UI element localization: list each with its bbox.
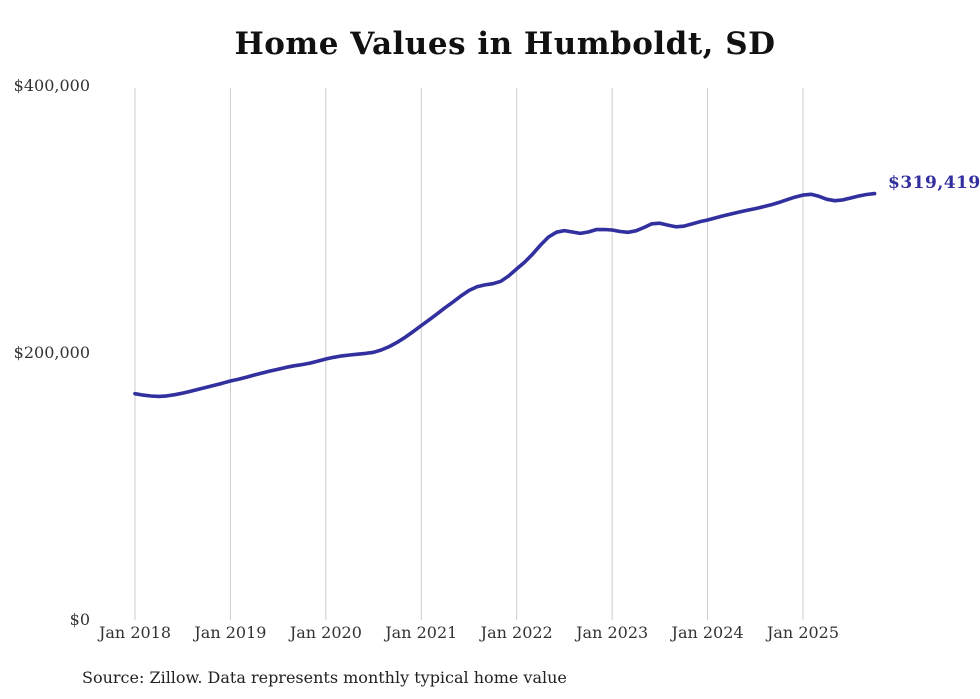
source-note: Source: Zillow. Data represents monthly … <box>82 668 567 687</box>
y-tick-label: $200,000 <box>13 343 90 363</box>
x-tick-label: Jan 2023 <box>576 623 649 642</box>
x-tick-label: Jan 2025 <box>766 623 840 642</box>
x-tick-label: Jan 2021 <box>385 623 458 642</box>
y-tick-label: $400,000 <box>13 76 90 96</box>
x-tick-label: Jan 2019 <box>194 623 267 642</box>
chart-title: Home Values in Humboldt, SD <box>234 26 776 62</box>
y-tick-label: $0 <box>69 610 90 630</box>
current-value-label: $319,419 <box>888 173 980 193</box>
home-value-line <box>133 191 877 399</box>
x-tick-label: Jan 2018 <box>98 623 172 642</box>
x-tick-label: Jan 2020 <box>289 623 362 642</box>
x-tick-label: Jan 2024 <box>671 623 744 642</box>
x-tick-label: Jan 2022 <box>480 623 553 642</box>
year-gridlines <box>134 88 804 620</box>
